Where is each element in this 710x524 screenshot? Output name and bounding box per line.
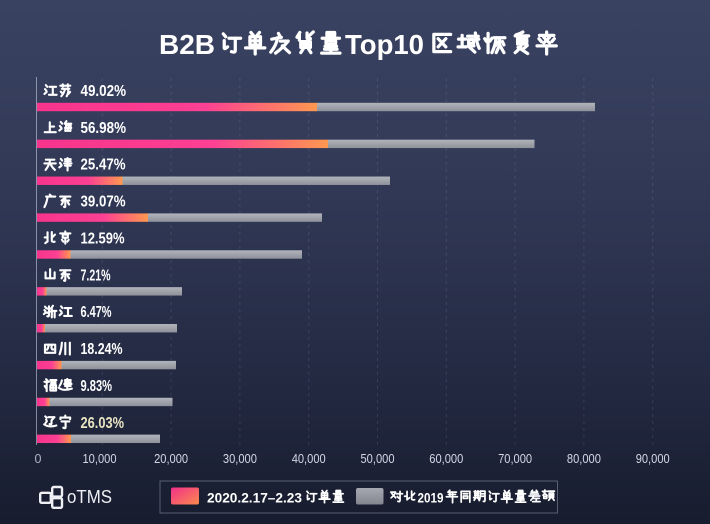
svg-text:oTMS: oTMS (67, 486, 112, 507)
svg-text:10,000: 10,000 (83, 452, 117, 466)
svg-text:30,000: 30,000 (223, 452, 257, 466)
svg-text:Top10: Top10 (345, 29, 424, 60)
svg-text:2020.2.17–2.23: 2020.2.17–2.23 (207, 490, 302, 506)
svg-text:60,000: 60,000 (429, 452, 463, 466)
svg-text:39.07%: 39.07% (81, 194, 126, 211)
svg-text:40,000: 40,000 (292, 452, 326, 466)
svg-text:56.98%: 56.98% (81, 120, 127, 137)
svg-text:12.59%: 12.59% (81, 230, 125, 247)
svg-text:18.24%: 18.24% (81, 341, 123, 358)
svg-text:0: 0 (35, 452, 42, 466)
svg-text:80,000: 80,000 (567, 452, 601, 466)
svg-text:70,000: 70,000 (498, 452, 532, 466)
svg-text:49.02%: 49.02% (81, 83, 127, 100)
svg-text:6.47%: 6.47% (81, 304, 112, 321)
svg-text:26.03%: 26.03% (81, 415, 125, 432)
svg-text:25.47%: 25.47% (81, 157, 126, 174)
svg-text:90,000: 90,000 (636, 452, 670, 466)
svg-text:2019: 2019 (418, 490, 444, 506)
svg-text:7.21%: 7.21% (81, 267, 111, 284)
svg-text:B2B: B2B (159, 29, 215, 60)
svg-text:9.83%: 9.83% (81, 378, 113, 395)
svg-text:20,000: 20,000 (154, 452, 188, 466)
svg-text:50,000: 50,000 (361, 452, 395, 466)
